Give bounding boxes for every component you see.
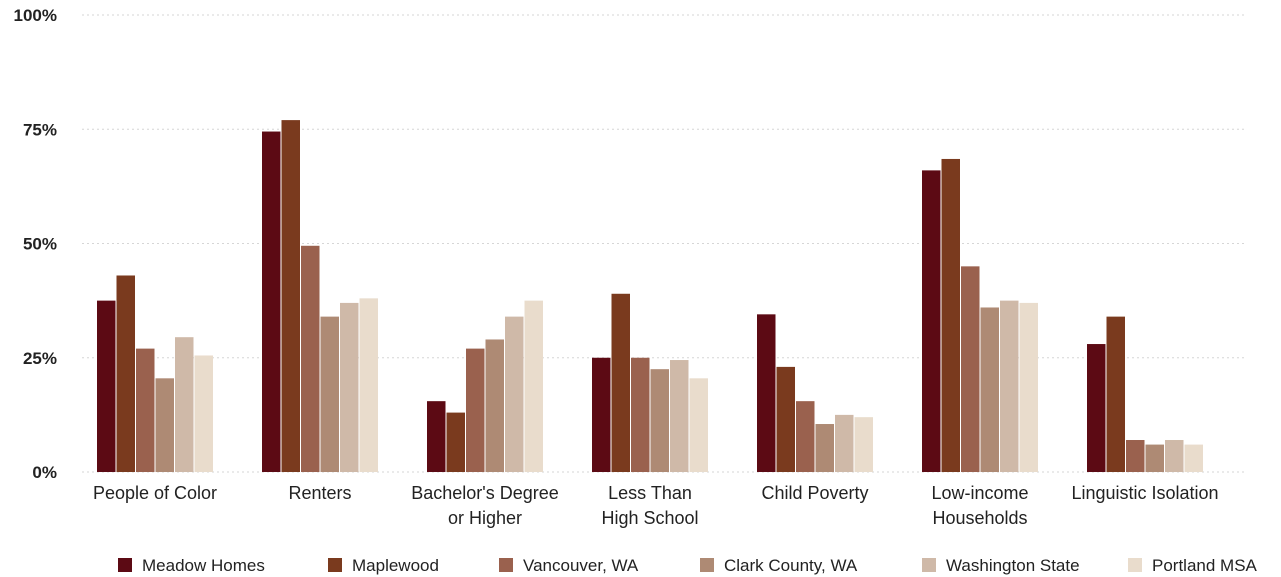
bar: [670, 360, 689, 472]
legend-label: Maplewood: [352, 556, 439, 575]
y-tick-label: 100%: [14, 6, 57, 25]
bar: [1165, 440, 1184, 472]
bar: [359, 298, 378, 472]
bar: [524, 300, 543, 472]
bar: [631, 357, 650, 472]
bar: [194, 355, 213, 472]
bar: [922, 170, 941, 472]
bar: [1019, 302, 1038, 472]
bar: [466, 348, 485, 472]
bar: [1126, 440, 1145, 472]
bar: [854, 417, 873, 472]
bar: [650, 369, 669, 472]
bar: [776, 366, 795, 472]
bar: [980, 307, 999, 472]
y-axis-ticks: 0% 25% 50% 75% 100%: [14, 6, 57, 482]
bar: [262, 131, 281, 472]
x-tick-label: or Higher: [448, 508, 522, 528]
x-tick-label: Less Than: [608, 483, 692, 503]
x-axis-ticks: People of Color Renters Bachelor's Degree o…: [93, 483, 1219, 528]
bar: [1000, 300, 1019, 472]
legend-label: Washington State: [946, 556, 1080, 575]
legend-swatch: [1128, 558, 1142, 572]
x-tick-label: People of Color: [93, 483, 217, 503]
bar: [689, 378, 708, 472]
bar: [340, 302, 359, 472]
legend-swatch: [700, 558, 714, 572]
bar: [815, 424, 834, 472]
bar: [796, 401, 815, 472]
bar: [611, 293, 630, 472]
bar: [1087, 344, 1106, 472]
bar: [485, 339, 504, 472]
bar: [941, 158, 960, 472]
bars: [97, 120, 1203, 473]
bar: [592, 357, 611, 472]
x-tick-label: Low-income: [931, 483, 1028, 503]
legend-swatch: [499, 558, 513, 572]
bar: [155, 378, 174, 472]
bar: [1184, 444, 1203, 472]
x-tick-label: High School: [601, 508, 698, 528]
legend-swatch: [118, 558, 132, 572]
bar: [116, 275, 135, 472]
x-tick-label: Bachelor's Degree: [411, 483, 559, 503]
bar: [961, 266, 980, 472]
bar: [281, 120, 300, 473]
bar: [757, 314, 776, 472]
x-tick-label: Linguistic Isolation: [1071, 483, 1218, 503]
bar: [446, 412, 465, 472]
legend-label: Vancouver, WA: [523, 556, 639, 575]
bar: [1106, 316, 1125, 472]
legend-swatch: [328, 558, 342, 572]
legend-label: Portland MSA: [1152, 556, 1258, 575]
bar: [320, 316, 339, 472]
bar: [505, 316, 524, 472]
x-tick-label: Renters: [288, 483, 351, 503]
legend-swatch: [922, 558, 936, 572]
legend-label: Clark County, WA: [724, 556, 858, 575]
bar: [175, 337, 194, 472]
bar: [427, 401, 446, 472]
y-tick-label: 50%: [23, 235, 57, 254]
bar: [1145, 444, 1164, 472]
legend: Meadow Homes Maplewood Vancouver, WA Clark …: [118, 556, 1258, 575]
bar: [835, 414, 854, 472]
x-tick-label: Child Poverty: [761, 483, 868, 503]
bar: [97, 300, 116, 472]
y-tick-label: 25%: [23, 349, 57, 368]
y-tick-label: 0%: [32, 463, 57, 482]
legend-label: Meadow Homes: [142, 556, 265, 575]
bar: [301, 245, 320, 472]
bar: [136, 348, 155, 472]
x-tick-label: Households: [932, 508, 1027, 528]
y-tick-label: 75%: [23, 120, 57, 139]
